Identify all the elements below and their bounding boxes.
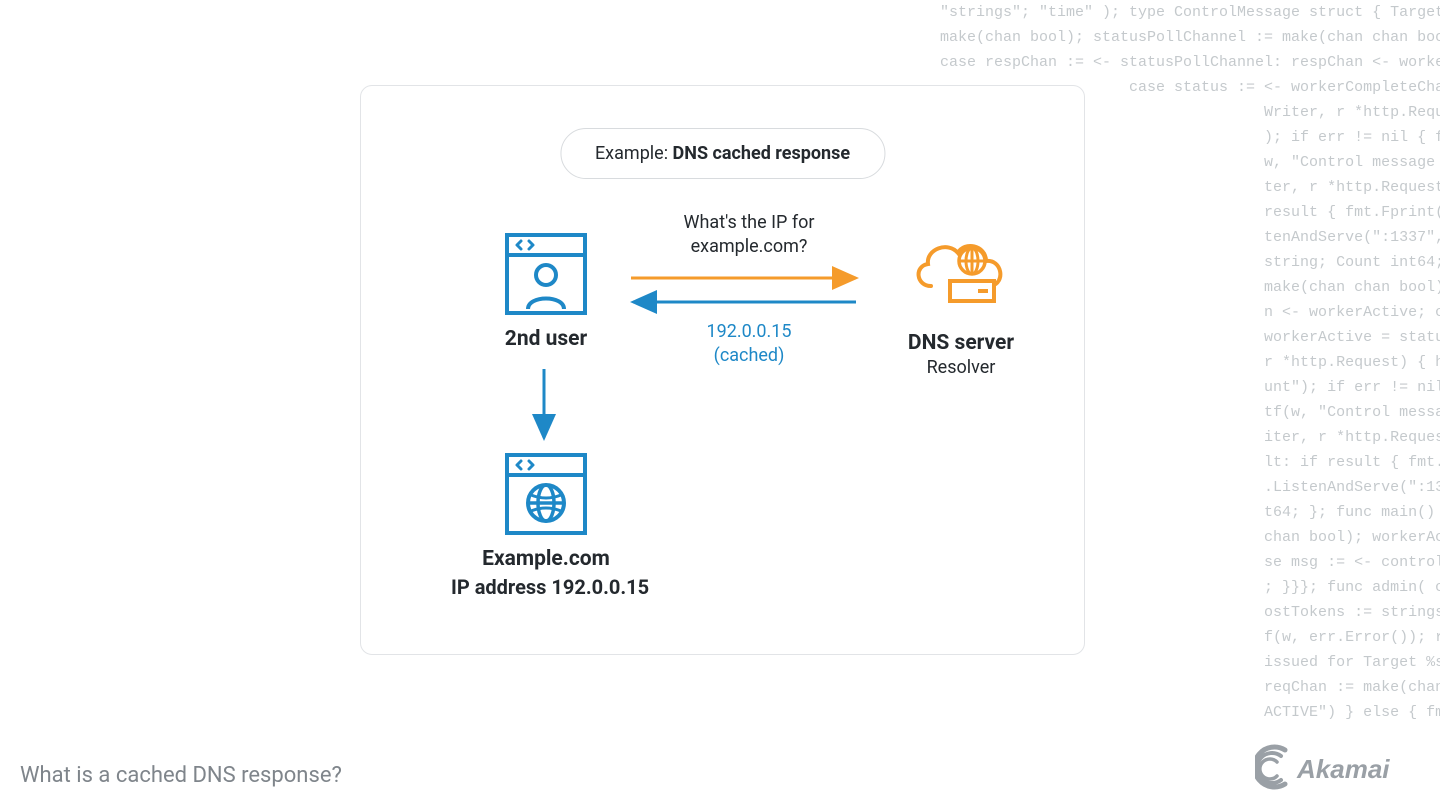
cloud-server-icon [906, 231, 1016, 321]
response-cached: (cached) [714, 345, 785, 366]
node-site: Example.com IP address 192.0.0.15 [451, 451, 641, 599]
node-user: 2nd user [476, 231, 616, 351]
browser-user-icon [503, 231, 589, 317]
arrows-center: What's the IP for example.com? 192.0.0.1… [629, 211, 869, 368]
diagram-card: Example: DNS cached response 2nd user DN… [360, 85, 1085, 655]
server-title: DNS server [876, 331, 1046, 355]
query-line1: What's the IP for [684, 212, 815, 233]
example-title: DNS cached response [673, 143, 851, 164]
example-pill: Example: DNS cached response [560, 128, 885, 179]
example-label: Example: [595, 143, 668, 164]
query-line2: example.com? [691, 236, 808, 257]
response-ip: 192.0.0.15 [706, 321, 791, 342]
footer-title: What is a cached DNS response? [20, 763, 342, 788]
svg-text:Akamai: Akamai [1296, 754, 1390, 784]
browser-globe-icon [503, 451, 589, 537]
site-title: Example.com [451, 547, 641, 571]
node-server: DNS server Resolver [876, 231, 1046, 378]
akamai-logo: Akamai [1255, 742, 1415, 792]
site-ip-line: IP address 192.0.0.15 [451, 575, 641, 599]
user-title: 2nd user [476, 327, 616, 351]
server-subtitle: Resolver [876, 357, 1046, 378]
